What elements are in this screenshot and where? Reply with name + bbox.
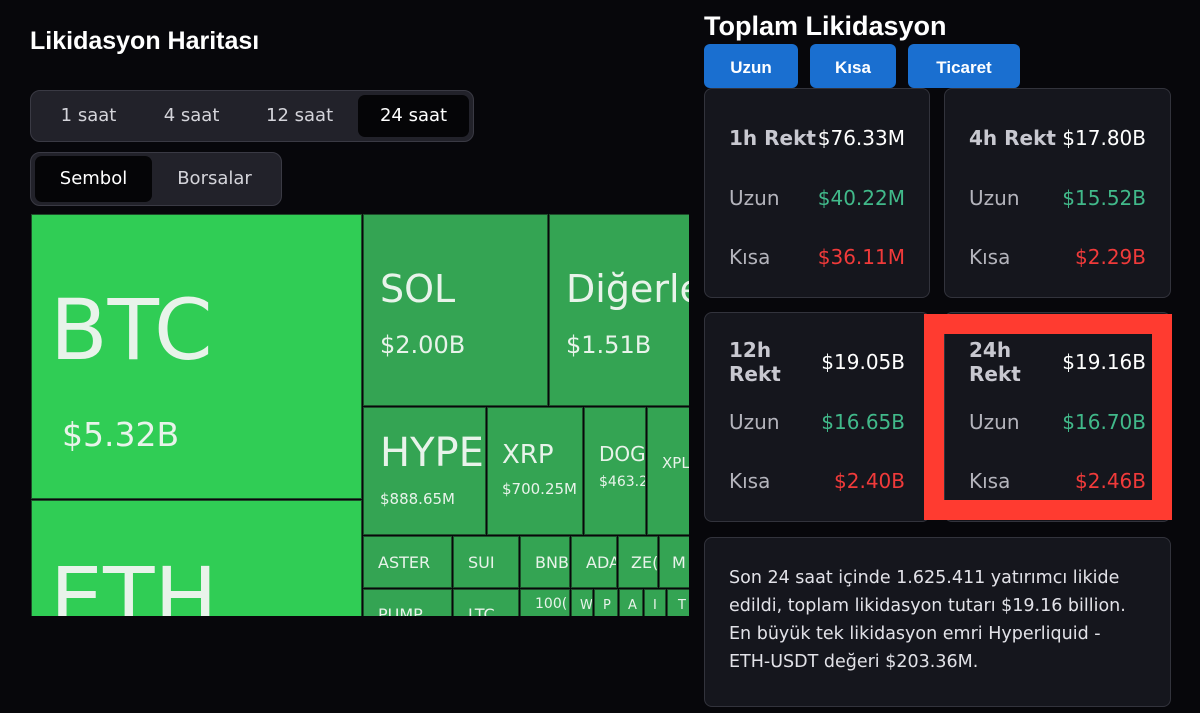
tile-label: P — [603, 598, 611, 613]
treemap-tile-t[interactable]: T — [667, 589, 689, 616]
tile-label: Diğerle — [566, 267, 689, 311]
treemap-tile-i[interactable]: I — [644, 589, 666, 616]
card-short-label: Kısa — [729, 245, 771, 269]
tile-label: DOG — [599, 442, 646, 466]
treemap-tile-eth[interactable]: ETH — [31, 500, 362, 616]
card-head-label: 1h Rekt — [729, 126, 816, 150]
tile-label: A — [628, 598, 637, 613]
tile-label: ETH — [50, 549, 218, 616]
tile-label: XRP — [502, 440, 554, 470]
treemap-tile-sol[interactable]: SOL $2.00B — [363, 214, 548, 406]
card-head-value: $76.33M — [817, 126, 905, 150]
tile-label: T — [678, 598, 686, 613]
tile-value: $1.51B — [566, 331, 652, 359]
rekt-card-4h: 4h Rekt $17.80B Uzun $15.52B Kısa $2.29B — [944, 88, 1171, 298]
treemap-tile-btc[interactable]: BTC $5.32B — [31, 214, 362, 499]
treemap-tile-aster[interactable]: ASTER — [363, 536, 452, 588]
view-filter: Sembol Borsalar — [30, 152, 282, 206]
tile-value: $463.2 — [599, 474, 646, 490]
view-filter-symbol[interactable]: Sembol — [35, 156, 153, 202]
tile-value: $5.32B — [62, 415, 180, 454]
time-filter-12h[interactable]: 12 saat — [266, 105, 334, 126]
card-long-value: $40.22M — [817, 186, 905, 210]
tab-long[interactable]: Uzun — [704, 44, 798, 88]
card-head-label: 12h Rekt — [729, 338, 781, 386]
card-short-label: Kısa — [729, 469, 771, 493]
treemap-tile-ltc[interactable]: LTC — [453, 589, 519, 616]
treemap-tile-others[interactable]: Diğerle $1.51B — [549, 214, 689, 406]
tile-label: XPL — [662, 454, 689, 472]
time-filter-4h[interactable]: 4 saat — [163, 105, 220, 126]
treemap-tile-xpl[interactable]: XPL — [647, 407, 689, 535]
tile-value: $2.00B — [380, 331, 466, 359]
card-head-value: $19.16B — [1062, 350, 1146, 374]
card-long-label: Uzun — [969, 186, 1020, 210]
rekt-card-24h: 24h Rekt $19.16B Uzun $16.70B Kısa $2.46B — [944, 312, 1171, 522]
treemap-tile-w[interactable]: W — [571, 589, 593, 616]
card-head-value: $17.80B — [1062, 126, 1146, 150]
time-filter-24h[interactable]: 24 saat — [358, 95, 470, 137]
liquidation-treemap: BTC $5.32B ETH SOL $2.00B Diğerle $1.51B… — [31, 214, 689, 616]
tile-label: PUMP — [378, 605, 423, 616]
treemap-tile-a[interactable]: A — [619, 589, 643, 616]
treemap-tile-m[interactable]: M — [659, 536, 689, 588]
page-title: Likidasyon Haritası — [30, 27, 260, 55]
tile-value: $888.65M — [380, 490, 455, 508]
tile-label: BTC — [50, 281, 213, 379]
treemap-tile-p[interactable]: P — [594, 589, 618, 616]
treemap-tile-ada[interactable]: ADA — [571, 536, 617, 588]
tile-label: W — [580, 598, 593, 613]
tile-value: $700.25M — [502, 480, 577, 498]
total-liquidation-title: Toplam Likidasyon — [704, 11, 947, 41]
tab-short[interactable]: Kısa — [810, 44, 896, 88]
tile-label: SUI — [468, 553, 495, 572]
treemap-tile-zec[interactable]: ZE( — [618, 536, 658, 588]
card-long-value: $16.65B — [821, 410, 905, 434]
tile-label: HYPE — [380, 430, 484, 476]
card-short-value: $2.40B — [834, 469, 905, 493]
tile-label: ASTER — [378, 553, 431, 572]
rekt-card-12h: 12h Rekt $19.05B Uzun $16.65B Kısa $2.40B — [704, 312, 930, 522]
card-long-value: $16.70B — [1062, 410, 1146, 434]
tile-label: M — [672, 553, 686, 572]
time-filter-1h[interactable]: 1 saat — [60, 105, 117, 126]
treemap-tile-xrp[interactable]: XRP $700.25M — [487, 407, 583, 535]
tile-label: 100( — [535, 596, 568, 612]
tile-label: LTC — [468, 605, 495, 616]
card-long-value: $15.52B — [1062, 186, 1146, 210]
treemap-tile-pump[interactable]: PUMP — [363, 589, 452, 616]
card-head-label: 4h Rekt — [969, 126, 1056, 150]
rekt-card-1h: 1h Rekt $76.33M Uzun $40.22M Kısa $36.11M — [704, 88, 930, 298]
card-long-label: Uzun — [729, 410, 780, 434]
treemap-tile-bnb[interactable]: BNB — [520, 536, 570, 588]
card-head-value: $19.05B — [821, 350, 905, 374]
card-short-value: $2.46B — [1075, 469, 1146, 493]
card-long-label: Uzun — [729, 186, 780, 210]
view-filter-exchanges[interactable]: Borsalar — [177, 168, 252, 189]
card-head-label: 24h Rekt — [969, 338, 1021, 386]
tab-trade[interactable]: Ticaret — [908, 44, 1020, 88]
tile-label: ADA — [586, 553, 617, 572]
treemap-tile-doge[interactable]: DOG $463.2 — [584, 407, 646, 535]
card-short-value: $36.11M — [817, 245, 905, 269]
treemap-tile-1000[interactable]: 100( — [520, 589, 570, 616]
tile-label: I — [653, 598, 657, 613]
treemap-tile-hype[interactable]: HYPE $888.65M — [363, 407, 486, 535]
liquidation-summary: Son 24 saat içinde 1.625.411 yatırımcı l… — [704, 537, 1171, 707]
tile-label: SOL — [380, 267, 456, 311]
treemap-tile-sui[interactable]: SUI — [453, 536, 519, 588]
card-short-label: Kısa — [969, 469, 1011, 493]
card-long-label: Uzun — [969, 410, 1020, 434]
time-filter: 1 saat 4 saat 12 saat 24 saat — [30, 90, 474, 142]
tile-label: BNB — [535, 553, 569, 572]
card-short-value: $2.29B — [1075, 245, 1146, 269]
tile-label: ZE( — [631, 553, 658, 572]
card-short-label: Kısa — [969, 245, 1011, 269]
